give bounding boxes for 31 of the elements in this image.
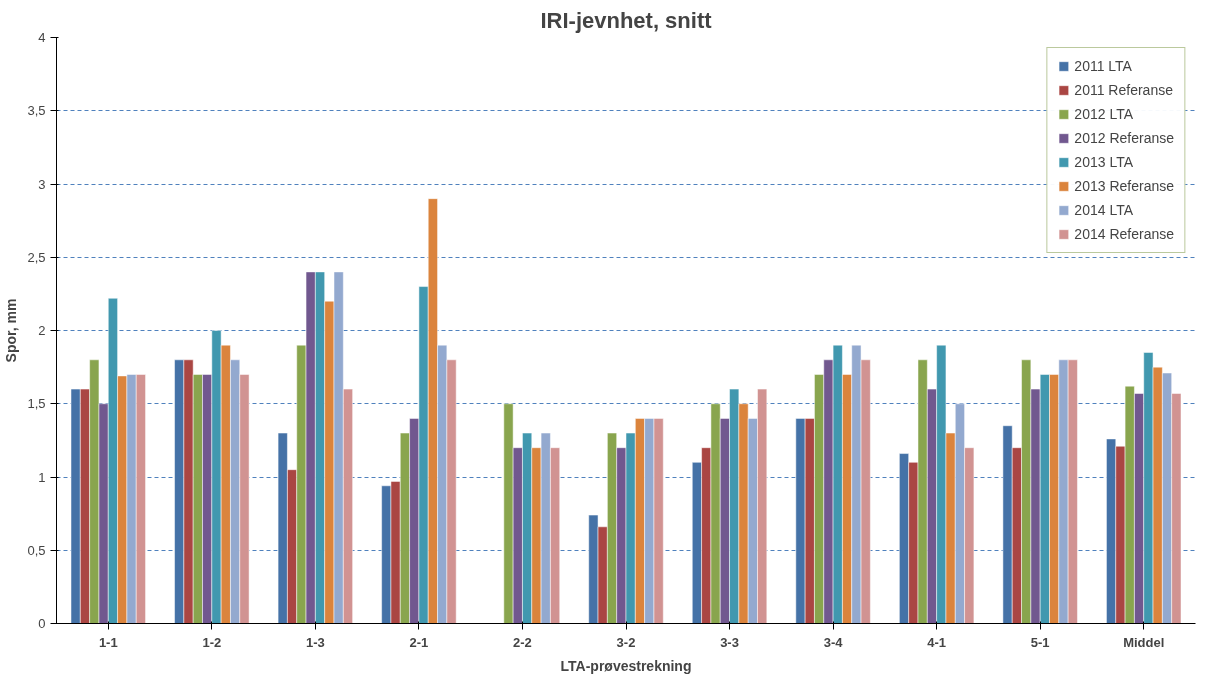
- y-tick-label: 1: [38, 469, 46, 485]
- y-tick-label: 2,5: [27, 249, 46, 265]
- legend-label: 2013 Referanse: [1074, 178, 1174, 194]
- y-tick-label: 3: [38, 176, 46, 192]
- x-tick-label: 1-1: [98, 634, 118, 650]
- y-tick-label: 3,5: [27, 103, 46, 119]
- y-tick-label: 0,5: [27, 542, 46, 558]
- legend-label: 2011 LTA: [1074, 58, 1132, 74]
- x-tick-label: 1-2: [202, 634, 222, 650]
- chart-title: IRI-jevnhet, snitt: [540, 7, 713, 33]
- legend-label: 2014 Referanse: [1074, 226, 1174, 242]
- x-tick-label: 1-3: [305, 634, 325, 650]
- legend-label: 2013 LTA: [1074, 154, 1133, 170]
- x-axis-title: LTA-prøvestrekning: [560, 657, 692, 674]
- y-tick-label: 0: [38, 616, 46, 631]
- x-tick-label: 2-1: [409, 634, 429, 650]
- x-tick-label: 2-2: [513, 634, 532, 650]
- x-tick-label: 3-2: [616, 634, 636, 650]
- x-tick-label: 3-4: [823, 634, 844, 650]
- y-tick-label: 2: [38, 323, 46, 338]
- legend-label: 2012 LTA: [1074, 106, 1133, 122]
- x-tick-label: 4-1: [927, 634, 947, 650]
- legend-label: 2012 Referanse: [1074, 130, 1174, 146]
- x-tick-label: 3-3: [720, 634, 739, 650]
- y-tick-label: 4: [38, 30, 46, 45]
- legend-label: 2011 Referanse: [1074, 82, 1173, 98]
- y-axis-title: Spor, mm: [3, 298, 20, 363]
- x-tick-label: Middel: [1123, 634, 1165, 650]
- y-tick-label: 1,5: [27, 396, 46, 412]
- legend-label: 2014 LTA: [1074, 202, 1133, 218]
- x-tick-label: 5-1: [1030, 634, 1050, 650]
